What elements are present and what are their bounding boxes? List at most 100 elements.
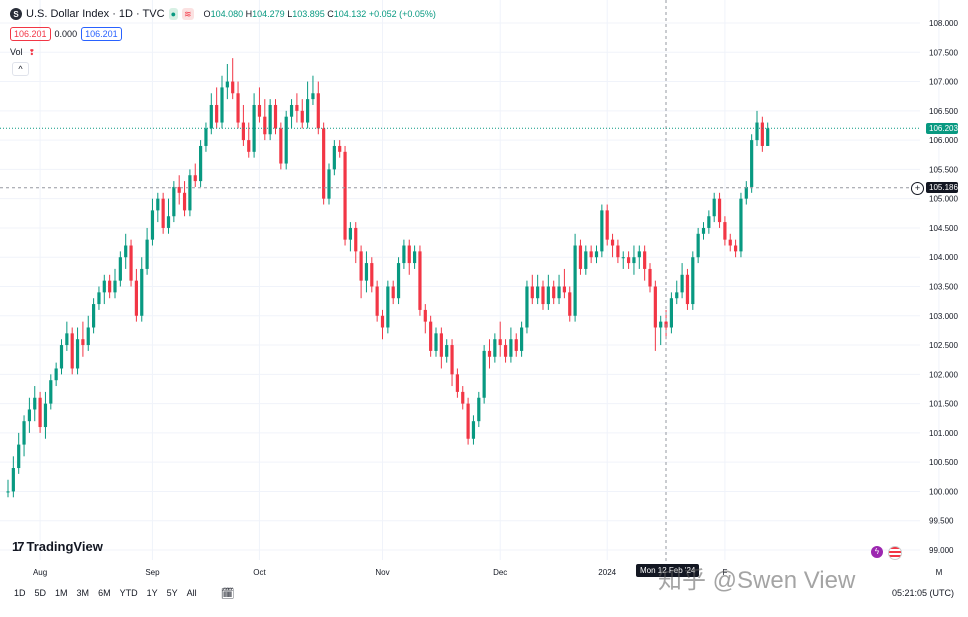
- collapse-legend-button[interactable]: ^: [12, 62, 29, 76]
- candle: [669, 292, 673, 334]
- y-tick-label: 102.000: [929, 370, 958, 379]
- lightning-icon[interactable]: ϟ: [871, 546, 883, 558]
- chart-title[interactable]: U.S. Dollar Index · 1D · TVC: [26, 8, 165, 20]
- candle-body: [70, 333, 74, 369]
- y-tick-label: 106.000: [929, 136, 958, 145]
- timeframe-1y[interactable]: 1Y: [146, 588, 158, 598]
- volume-legend: Vol ❢: [10, 47, 35, 57]
- candle-body: [659, 321, 663, 328]
- add-alert-plus-icon[interactable]: +: [911, 182, 924, 195]
- candle-body: [332, 145, 336, 170]
- us-flag-icon[interactable]: [888, 546, 902, 560]
- clock[interactable]: 05:21:05 (UTC): [891, 588, 954, 598]
- hidden-eye-icon[interactable]: ❢: [28, 47, 36, 57]
- spread-value: 0.000: [54, 29, 78, 39]
- candle-body: [124, 245, 128, 258]
- candle: [332, 140, 336, 176]
- candle: [402, 239, 406, 269]
- timeframe-6m[interactable]: 6M: [98, 588, 111, 598]
- candle-body: [343, 151, 347, 240]
- symbol-icon[interactable]: S: [10, 8, 22, 20]
- timeframe-3m[interactable]: 3M: [76, 588, 90, 598]
- candle-body: [605, 210, 609, 240]
- candle-body: [445, 345, 449, 357]
- candle: [610, 233, 615, 258]
- timeframe-5y[interactable]: 5Y: [166, 588, 178, 598]
- candle: [273, 99, 278, 135]
- candle: [22, 415, 26, 457]
- candle: [370, 257, 374, 293]
- candle: [59, 339, 64, 375]
- candle-body: [728, 239, 732, 246]
- candle: [562, 268, 566, 299]
- candle-body: [81, 339, 85, 346]
- candle: [471, 415, 476, 445]
- candle-body: [75, 339, 80, 369]
- candle-body: [418, 251, 422, 310]
- candle: [616, 239, 620, 264]
- candle: [578, 239, 583, 275]
- candle: [311, 75, 315, 105]
- candle-body: [17, 444, 21, 469]
- candle: [188, 169, 192, 217]
- timeframe-all[interactable]: All: [186, 588, 197, 598]
- candle-body: [295, 104, 299, 111]
- candle-body: [97, 292, 101, 305]
- candle: [691, 251, 695, 310]
- candle-body: [750, 140, 754, 187]
- market-status-icon[interactable]: ●: [168, 8, 178, 20]
- y-tick-label: 100.500: [929, 458, 958, 467]
- bottom-toolbar: 1D 5D 1M 3M 6M YTD 1Y 5Y All 🗓 05:21:05 (UTC): [0, 584, 960, 602]
- candle-body: [589, 251, 593, 258]
- crosshair-price-tag: 105.186: [926, 182, 958, 193]
- candle-body: [637, 251, 641, 258]
- timeframe-ytd[interactable]: YTD: [119, 588, 138, 598]
- candle-body: [172, 186, 176, 217]
- candle: [413, 245, 417, 269]
- date-range-calendar-icon[interactable]: 🗓: [220, 587, 235, 600]
- candle: [637, 245, 641, 269]
- candle-body: [455, 374, 459, 392]
- candle-body: [712, 198, 716, 217]
- candle-body: [734, 245, 738, 252]
- candle: [712, 192, 716, 223]
- volume-label[interactable]: Vol: [10, 47, 23, 57]
- candle-body: [669, 298, 673, 328]
- candle: [386, 280, 390, 334]
- timeframe-1d[interactable]: 1D: [14, 588, 26, 598]
- candle-body: [461, 391, 465, 404]
- buy-button[interactable]: 106.201: [81, 27, 122, 41]
- tradingview-logo[interactable]: 17 TradingView: [12, 539, 103, 554]
- candle: [675, 280, 679, 305]
- candle-body: [22, 421, 26, 445]
- candle-body: [503, 345, 508, 357]
- candle: [530, 274, 534, 305]
- candle: [215, 87, 219, 129]
- compare-icon[interactable]: ≋: [182, 8, 194, 20]
- candle-body: [177, 186, 181, 193]
- candle-body: [113, 280, 117, 293]
- candle: [102, 274, 106, 305]
- candle: [503, 339, 508, 363]
- candle-body: [306, 99, 310, 123]
- candle: [284, 110, 288, 170]
- candle-body: [140, 268, 144, 316]
- candle-body: [108, 280, 112, 293]
- candle-body: [600, 210, 604, 252]
- y-tick-label: 105.500: [929, 165, 958, 174]
- candle-body: [49, 380, 53, 404]
- candle-body: [450, 345, 454, 375]
- candle: [434, 327, 438, 357]
- candle: [728, 233, 732, 252]
- candle-body: [643, 251, 647, 269]
- candle: [552, 280, 556, 305]
- candle-body: [359, 251, 363, 281]
- candle: [193, 163, 197, 187]
- timeframe-5d[interactable]: 5D: [34, 588, 47, 598]
- candle: [343, 145, 347, 246]
- timeframe-1m[interactable]: 1M: [55, 588, 68, 598]
- candle-body: [364, 263, 369, 281]
- sell-button[interactable]: 106.201: [10, 27, 51, 41]
- candle-body: [38, 397, 42, 428]
